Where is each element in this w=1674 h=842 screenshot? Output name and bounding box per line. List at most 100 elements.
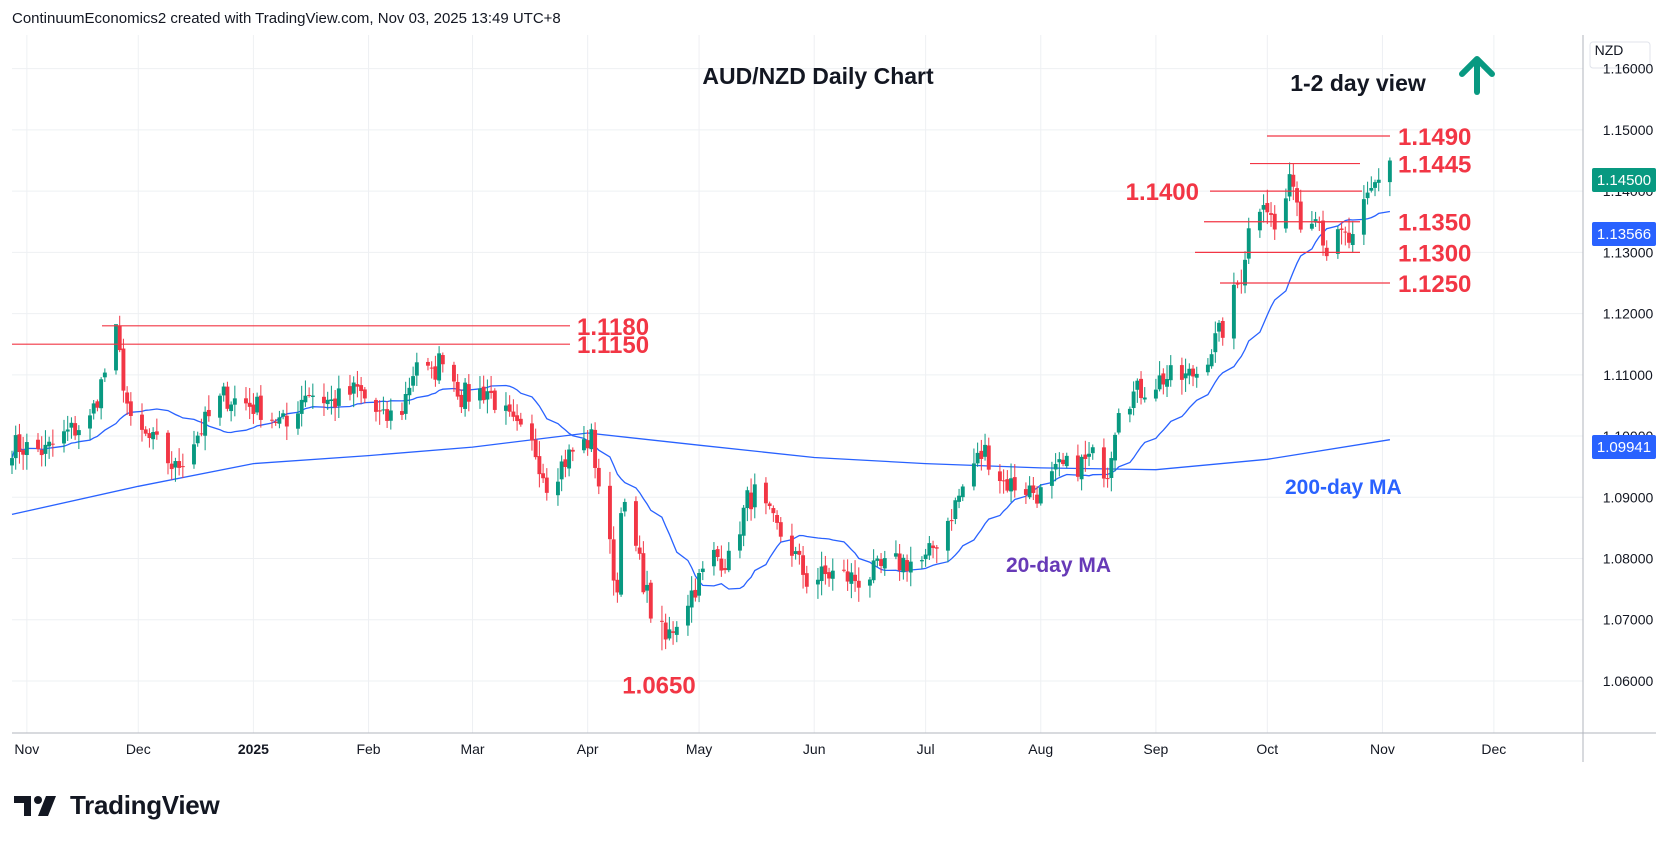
candle	[1027, 476, 1032, 500]
candle-body	[1049, 471, 1054, 486]
candle-body	[1101, 447, 1106, 479]
candle	[908, 546, 913, 587]
candle	[1061, 452, 1065, 467]
candle	[1105, 467, 1110, 488]
candle	[125, 386, 130, 416]
candle	[229, 401, 234, 422]
candle	[537, 441, 542, 488]
candle	[199, 418, 204, 437]
candle	[875, 555, 880, 567]
candle	[203, 406, 208, 451]
candle	[102, 368, 107, 383]
candle	[478, 376, 482, 409]
level-1-1490: 1.1490	[1267, 124, 1471, 151]
candle-body	[218, 395, 222, 418]
candle-body	[1191, 368, 1195, 377]
candle	[897, 543, 902, 581]
candle	[1012, 464, 1017, 498]
candle	[258, 385, 263, 428]
candle	[544, 468, 549, 501]
candle-body	[923, 554, 928, 560]
candle-body	[983, 444, 988, 457]
candle	[284, 402, 289, 441]
candle-body	[388, 410, 393, 421]
candle	[830, 558, 835, 591]
candle-body	[1023, 489, 1028, 495]
candle-body	[544, 477, 549, 493]
candle-body	[336, 388, 341, 406]
tradingview-logo[interactable]: TradingView	[14, 790, 220, 821]
candle-body	[377, 410, 382, 412]
candle-body	[17, 434, 22, 453]
candle-body	[1064, 455, 1069, 467]
candle-body	[537, 456, 542, 475]
candle	[433, 355, 438, 387]
candle-body	[879, 559, 884, 567]
candle	[95, 399, 100, 412]
candle-body	[793, 551, 798, 555]
candle-body	[1321, 220, 1325, 246]
candle-body	[1231, 284, 1236, 339]
candle-body	[745, 490, 750, 509]
candle	[1213, 321, 1218, 363]
candle-body	[960, 486, 965, 498]
candle-body	[195, 435, 200, 444]
x-tick-label: Jul	[917, 741, 935, 757]
candle-body	[841, 569, 846, 571]
candle	[841, 559, 846, 573]
candle	[481, 375, 486, 404]
candle-body	[1161, 373, 1166, 385]
candle-body	[1291, 174, 1296, 187]
candle	[671, 621, 676, 645]
level-label: 1.1490	[1398, 124, 1471, 151]
candle	[819, 551, 824, 596]
candle	[489, 375, 494, 399]
candle	[593, 422, 598, 479]
candle	[307, 387, 312, 398]
candle	[567, 444, 572, 477]
candle	[1194, 366, 1199, 388]
candle-body	[797, 550, 802, 555]
candle-body	[1298, 201, 1303, 230]
candle-body	[13, 435, 18, 459]
candle	[1283, 188, 1288, 233]
candle-body	[741, 507, 746, 536]
candle	[515, 404, 520, 431]
candle	[247, 387, 252, 420]
ma200-price-tag: 1.09941	[1592, 435, 1656, 459]
candle	[559, 455, 564, 492]
candle-body	[310, 395, 315, 397]
candle	[1350, 221, 1355, 253]
candle	[585, 430, 590, 456]
candle	[723, 558, 728, 574]
candle	[797, 543, 802, 565]
candle-body	[492, 390, 497, 410]
candle-body	[823, 565, 828, 575]
candle	[1142, 387, 1147, 403]
candle	[871, 549, 876, 584]
candle-body	[697, 573, 702, 596]
candle-body	[804, 573, 809, 587]
candle	[221, 382, 226, 402]
candle-body	[65, 429, 70, 432]
y-axis: 1.160001.150001.140001.130001.120001.110…	[1603, 61, 1654, 689]
candle	[1313, 211, 1318, 227]
candle-body	[504, 405, 508, 411]
candle	[310, 383, 315, 409]
candle-body	[693, 589, 698, 598]
candle	[975, 442, 980, 467]
candle-body	[273, 421, 278, 423]
candle	[971, 448, 976, 491]
candle	[1369, 176, 1374, 193]
candle	[789, 523, 794, 567]
level-label: 1.0650	[622, 672, 695, 699]
candle-body	[633, 501, 638, 546]
candle	[775, 510, 780, 530]
candle-body	[1027, 485, 1032, 498]
candle-body	[801, 555, 806, 575]
candle	[195, 431, 200, 447]
candle-body	[221, 386, 226, 396]
candle	[10, 450, 14, 474]
candle-body	[1246, 228, 1251, 259]
